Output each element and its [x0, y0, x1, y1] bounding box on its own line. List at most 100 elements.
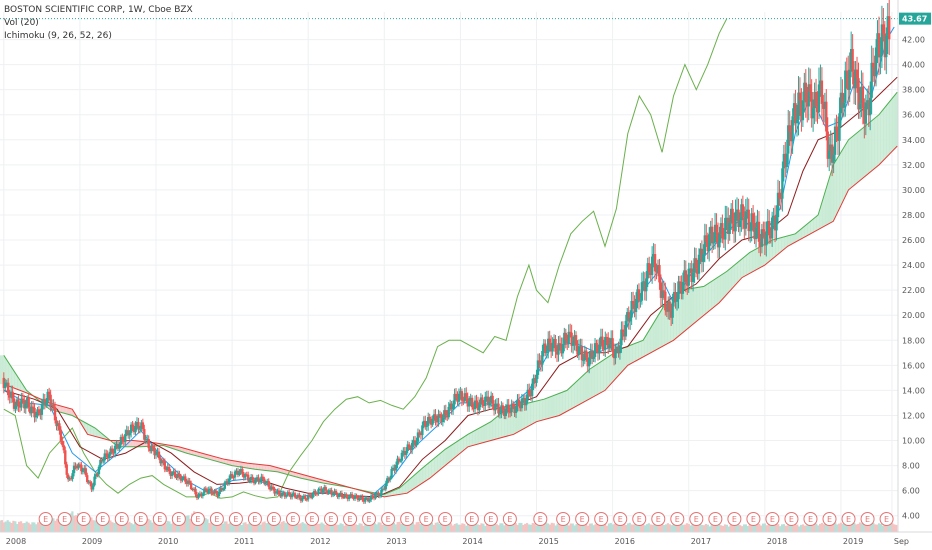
kumo-cloud	[264, 465, 267, 471]
volume-bar	[330, 525, 333, 532]
candle-body	[135, 422, 139, 427]
kumo-cloud	[881, 110, 883, 163]
last-price-label: 43.67	[902, 15, 927, 24]
volume-bar	[181, 519, 184, 532]
candle-body	[399, 460, 402, 462]
candle-body	[700, 248, 704, 262]
kumo-cloud	[89, 425, 92, 436]
volume-bar	[820, 522, 824, 532]
kumo-cloud	[444, 448, 446, 467]
volume-bar	[828, 523, 831, 532]
volume-bar	[236, 522, 240, 532]
candle-body	[794, 103, 797, 124]
candle-body	[129, 424, 133, 433]
volume-bar	[506, 522, 510, 532]
volume-bar	[752, 524, 755, 532]
volume-bar	[780, 524, 784, 532]
symbol-title[interactable]: BOSTON SCIENTIFIC CORP, 1W, Cboe BZX	[4, 5, 193, 15]
volume-bar	[661, 523, 664, 532]
candle-body	[740, 204, 743, 221]
candle-body	[391, 467, 395, 470]
candle-body	[27, 397, 30, 408]
volume-bar	[103, 520, 106, 532]
volume-bar	[46, 520, 49, 532]
candle-body	[475, 400, 478, 403]
volume-legend[interactable]: Vol (20)	[4, 18, 39, 28]
y-tick-label: 24.00	[902, 261, 925, 270]
volume-bar	[187, 515, 190, 532]
kumo-cloud	[805, 224, 807, 237]
candle-body	[662, 290, 666, 292]
candle-body	[93, 476, 96, 486]
kumo-cloud	[487, 422, 489, 442]
volume-bar	[99, 522, 103, 532]
volume-bar	[394, 524, 397, 532]
kumo-cloud	[662, 306, 664, 347]
candle-body	[753, 222, 756, 240]
kumo-cloud	[319, 479, 322, 483]
volume-bar	[242, 522, 245, 532]
volume-bar	[638, 525, 641, 532]
volume-bar	[657, 525, 660, 532]
candle-body	[52, 404, 55, 407]
kumo-cloud	[596, 363, 599, 396]
earnings-marker-label: E	[846, 515, 851, 524]
candle-body	[56, 423, 60, 427]
candle-body	[457, 393, 461, 402]
candle-body	[620, 329, 623, 346]
candle-body	[276, 490, 279, 493]
kumo-cloud	[193, 450, 195, 456]
candle-body	[592, 356, 595, 359]
candle-body	[178, 473, 181, 477]
candle-body	[362, 499, 366, 502]
kumo-cloud	[296, 472, 299, 478]
kumo-cloud	[794, 233, 797, 243]
candle-body	[301, 497, 304, 501]
volume-bar	[613, 523, 616, 532]
candle-body	[238, 472, 241, 475]
kumo-cloud	[238, 461, 241, 467]
volume-bar	[404, 521, 407, 532]
kumo-cloud	[529, 402, 532, 426]
volume-bar	[712, 524, 715, 532]
volume-bar	[518, 522, 521, 532]
volume-bar	[368, 524, 371, 532]
kumo-cloud	[779, 237, 781, 254]
volume-bar	[605, 525, 609, 532]
earnings-marker-label: E	[271, 515, 276, 524]
candle-body	[845, 70, 848, 72]
candle-body	[230, 474, 234, 477]
earnings-marker-label: E	[713, 515, 718, 524]
x-tick-label: 2015	[539, 537, 559, 546]
volume-bar	[301, 522, 304, 532]
volume-bar	[259, 524, 262, 532]
ichimoku-legend[interactable]: Ichimoku (9, 26, 52, 26)	[4, 31, 112, 41]
kumo-cloud	[413, 474, 416, 489]
kumo-cloud	[832, 163, 835, 222]
volume-bar	[739, 525, 742, 532]
candle-body	[331, 494, 335, 496]
volume-bar	[217, 520, 220, 532]
kumo-cloud	[648, 329, 650, 355]
kumo-cloud	[537, 400, 539, 422]
candle-body	[153, 447, 156, 456]
candle-body	[116, 443, 120, 449]
kumo-cloud	[420, 468, 422, 485]
earnings-marker-label: E	[675, 515, 680, 524]
candle-body	[214, 490, 218, 494]
volume-bar	[0, 520, 2, 532]
volume-bar	[284, 522, 287, 532]
x-tick-label: 2011	[234, 537, 254, 546]
volume-bar	[885, 523, 888, 532]
candle-body	[517, 399, 521, 407]
volume-bar	[88, 518, 91, 532]
volume-bar	[623, 522, 626, 532]
kumo-cloud	[19, 379, 22, 391]
candle-body	[789, 131, 793, 142]
volume-bar	[541, 524, 544, 532]
kumo-cloud	[890, 98, 892, 154]
earnings-marker	[841, 512, 856, 526]
candle-body	[247, 474, 250, 481]
kumo-cloud	[430, 459, 433, 478]
